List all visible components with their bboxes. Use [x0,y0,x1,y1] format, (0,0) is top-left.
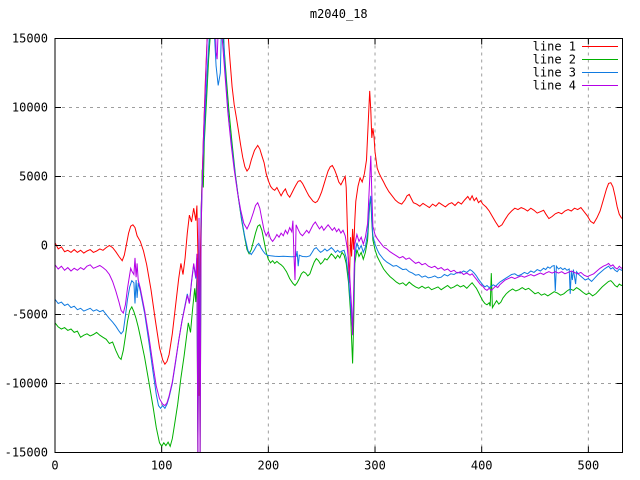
chart-title: m2040_18 [310,7,368,21]
y-tick-label: 10000 [12,101,48,115]
legend-label-1: line 1 [533,40,576,54]
x-tick-label: 400 [471,459,493,473]
series-line-1 [55,38,623,396]
x-tick-label: 500 [578,459,600,473]
y-tick-label: -5000 [12,308,48,322]
legend-label-4: line 4 [533,79,576,93]
series-line-3 [55,38,623,432]
y-tick-label: -15000 [5,446,48,460]
series-line-4 [55,38,623,453]
legend-label-3: line 3 [533,66,576,80]
y-tick-label: 5000 [19,170,48,184]
x-tick-label: 200 [258,459,280,473]
legend-label-2: line 2 [533,53,576,67]
x-tick-label: 300 [364,459,386,473]
y-tick-label: 0 [41,239,48,253]
y-tick-label: -10000 [5,377,48,391]
x-tick-label: 0 [51,459,58,473]
x-tick-label: 100 [151,459,173,473]
y-tick-label: 15000 [12,32,48,46]
series-line-2 [55,38,623,453]
